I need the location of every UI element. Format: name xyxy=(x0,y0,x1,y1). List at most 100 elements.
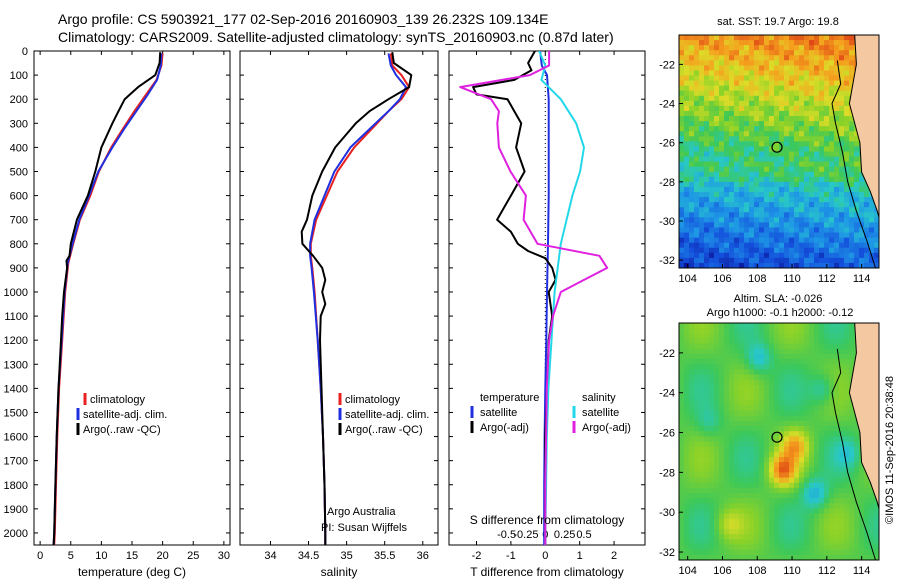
map-cell xyxy=(714,40,720,46)
map-cell xyxy=(734,384,740,391)
map-cell xyxy=(684,116,690,122)
map-cell xyxy=(764,247,770,254)
map-cell xyxy=(744,446,750,453)
map-cell xyxy=(864,534,870,540)
map-cell xyxy=(839,544,845,551)
map-cell xyxy=(764,166,770,173)
map-cell xyxy=(729,405,735,412)
map-cell xyxy=(849,181,855,188)
map-cell xyxy=(804,379,810,386)
map-cell xyxy=(739,353,745,360)
map-cell xyxy=(804,247,810,254)
map-cell xyxy=(829,539,835,546)
map-cell xyxy=(804,141,810,148)
map-cell xyxy=(824,328,830,334)
map-cell xyxy=(694,252,700,259)
map-cell xyxy=(824,374,830,381)
map-cell xyxy=(834,498,840,504)
map-cell xyxy=(779,90,785,97)
map-cell xyxy=(769,171,775,178)
map-cell xyxy=(774,85,780,92)
map-cell xyxy=(694,126,700,132)
map-cell xyxy=(724,252,730,259)
map-cell xyxy=(794,379,800,386)
map-cell xyxy=(789,472,795,479)
map-cell xyxy=(754,364,760,370)
map-cell xyxy=(724,369,730,376)
map-cell xyxy=(839,136,845,142)
map-cell xyxy=(704,40,710,46)
map-cell xyxy=(819,384,825,391)
map-cell xyxy=(804,451,810,458)
map-cell xyxy=(824,60,830,66)
map-cell xyxy=(684,374,690,381)
map-cell xyxy=(814,374,820,381)
map-cell xyxy=(694,426,700,432)
map-cell xyxy=(784,156,790,163)
map-cell xyxy=(824,121,830,127)
map-cell xyxy=(684,539,690,546)
map-cell xyxy=(834,202,840,208)
map-cell xyxy=(794,95,800,102)
map-cell xyxy=(809,374,815,381)
series-line-argo xyxy=(472,51,557,545)
map-cell xyxy=(739,186,745,193)
map-cell xyxy=(834,333,840,340)
map-cell xyxy=(689,237,695,244)
map-cell xyxy=(709,151,715,158)
map-cell xyxy=(789,80,795,87)
map-x-tick-label: 108 xyxy=(748,565,766,577)
map-cell xyxy=(714,65,720,72)
map-cell xyxy=(744,487,750,494)
map-cell xyxy=(784,141,790,148)
map-cell xyxy=(834,374,840,381)
map-cell xyxy=(734,202,740,208)
map-cell xyxy=(819,503,825,510)
map-cell xyxy=(749,146,755,153)
map-cell xyxy=(799,141,805,148)
map-cell xyxy=(859,217,865,224)
map-cell xyxy=(829,45,835,51)
map-cell xyxy=(724,518,730,525)
map-cell xyxy=(679,146,685,153)
map-cell xyxy=(769,237,775,244)
map-cell xyxy=(874,237,879,244)
map-cell xyxy=(819,95,825,102)
map-cell xyxy=(829,384,835,391)
map-cell xyxy=(784,436,790,443)
map-cell xyxy=(844,389,850,396)
map-cell xyxy=(799,374,805,381)
map-cell xyxy=(749,121,755,127)
depth-tick-label: 1900 xyxy=(4,504,28,516)
map-cell xyxy=(814,518,820,525)
map-cell xyxy=(799,415,805,422)
map-cell xyxy=(709,126,715,132)
map-cell xyxy=(809,400,815,407)
map-cell xyxy=(729,126,735,132)
map-cell xyxy=(759,374,765,381)
map-cell xyxy=(804,171,810,178)
map-cell xyxy=(679,151,685,158)
map-cell xyxy=(699,262,705,268)
map-cell xyxy=(779,323,785,329)
map-cell xyxy=(744,379,750,386)
map-cell xyxy=(719,379,725,386)
map-cell xyxy=(819,232,825,239)
map-cell xyxy=(744,343,750,350)
map-cell xyxy=(849,477,855,484)
map-cell xyxy=(799,80,805,87)
map-cell xyxy=(809,75,815,82)
map-cell xyxy=(839,482,845,489)
map-cell xyxy=(754,431,760,437)
map-cell xyxy=(854,232,860,239)
map-cell xyxy=(759,262,765,268)
map-cell xyxy=(739,176,745,183)
map-cell xyxy=(709,237,715,244)
map-cell xyxy=(784,503,790,510)
map-cell xyxy=(789,503,795,510)
map-cell xyxy=(804,70,810,77)
map-cell xyxy=(709,176,715,183)
map-cell xyxy=(689,549,695,556)
map-cell xyxy=(709,90,715,97)
map-cell xyxy=(714,493,720,499)
